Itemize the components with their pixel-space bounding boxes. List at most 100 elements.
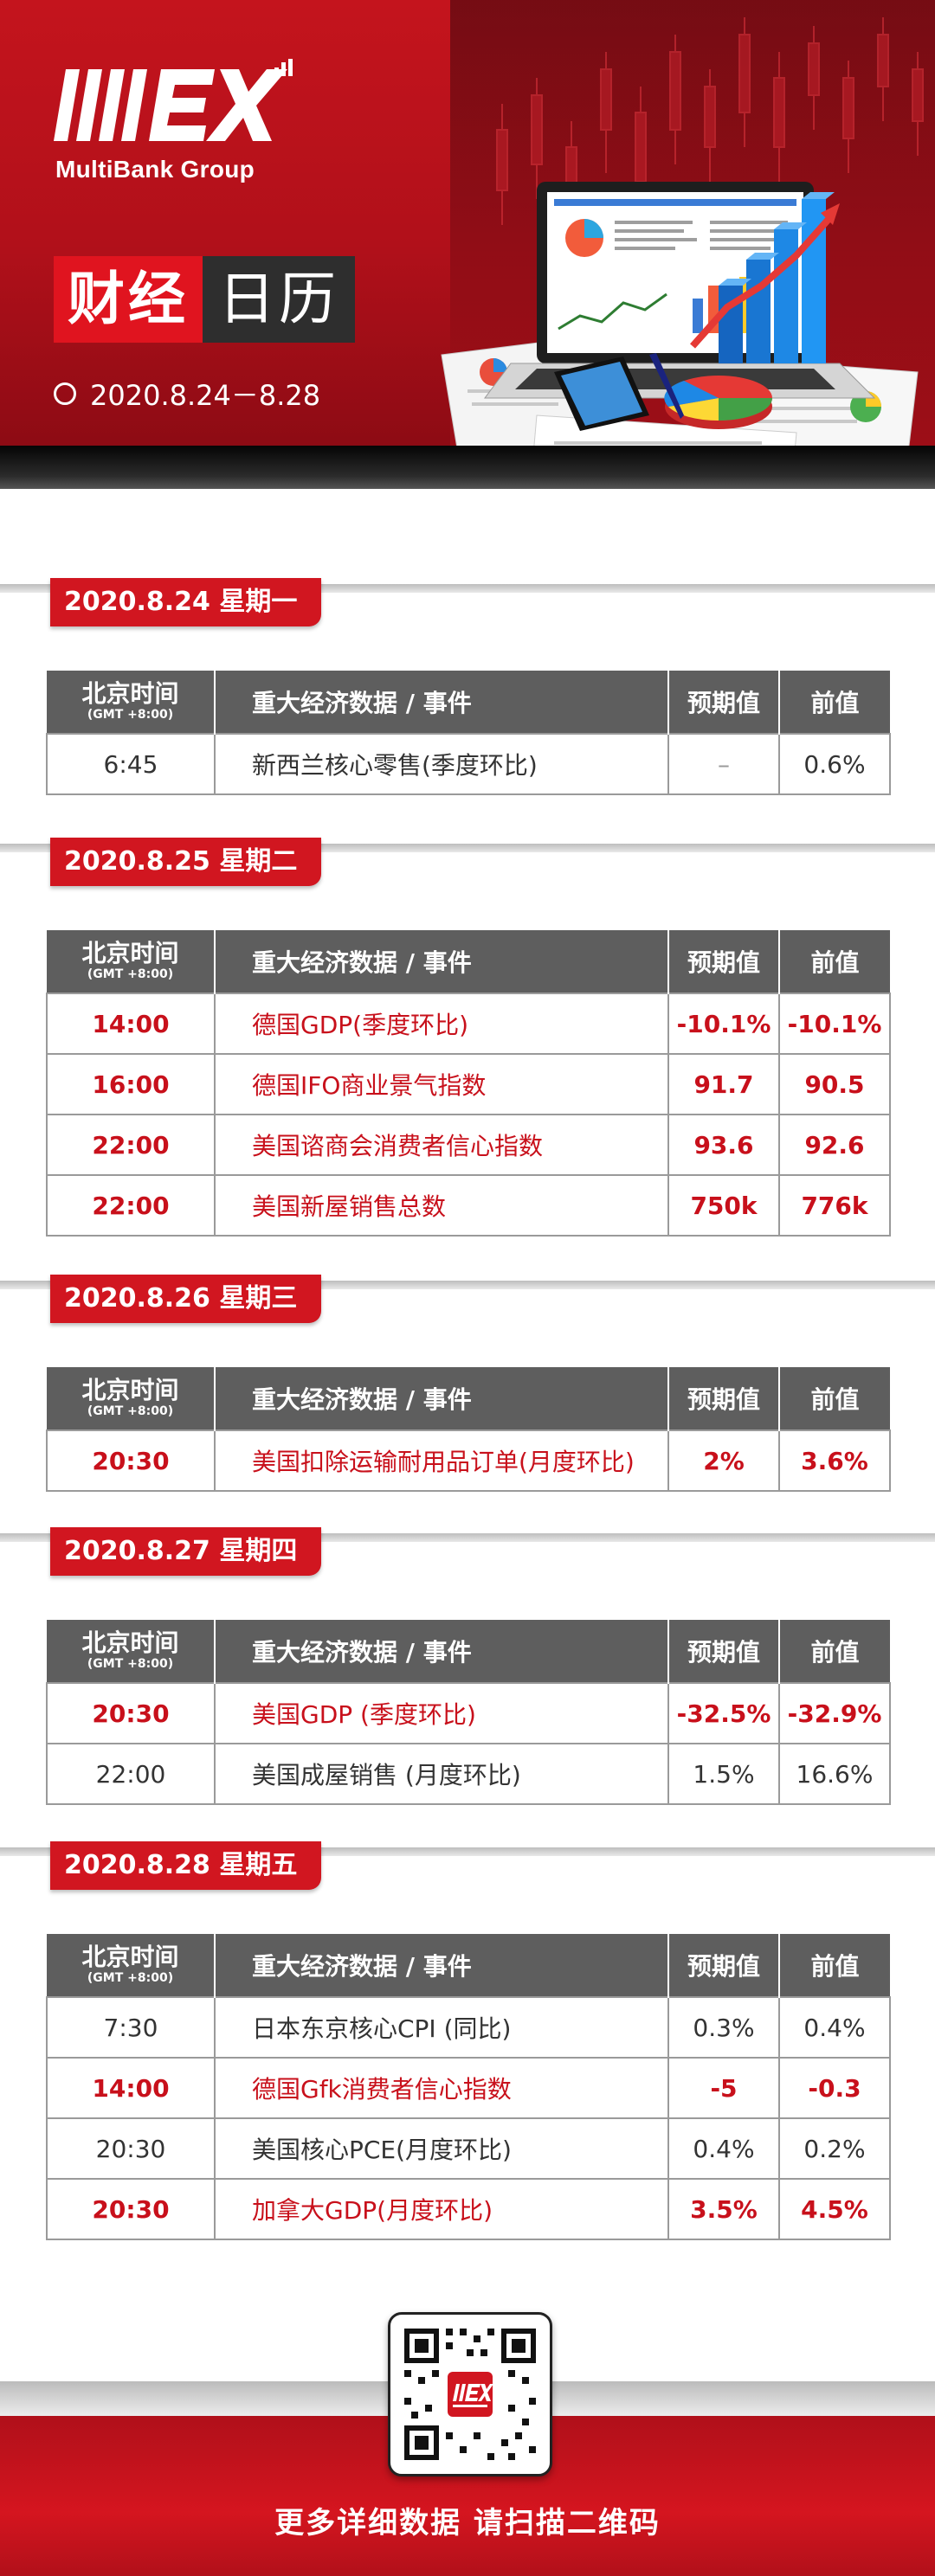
cell-forecast: 2%	[667, 1429, 780, 1492]
section-divider	[0, 844, 935, 852]
cell-event: 日本东京核心CPI (同比)	[214, 1996, 669, 2059]
cell-time: 20:30	[46, 2178, 216, 2240]
table-header-row: 北京时间 (GMT +8:00) 重大经济数据 / 事件 预期值 前值	[47, 1367, 890, 1430]
cell-event: 德国IFO商业景气指数	[214, 1053, 669, 1115]
table-row: 22:00 美国成屋销售 (月度环比) 1.5% 16.6%	[46, 1743, 891, 1805]
cell-previous: 92.6	[778, 1114, 891, 1176]
cell-event: 加拿大GDP(月度环比)	[214, 2178, 669, 2240]
section-divider	[0, 1533, 935, 1542]
cell-event: 美国成屋销售 (月度环比)	[214, 1743, 669, 1805]
cell-time: 14:00	[46, 2057, 216, 2119]
cell-event: 美国谘商会消费者信心指数	[214, 1114, 669, 1176]
cell-previous: -0.3	[778, 2057, 891, 2119]
cell-forecast: 93.6	[667, 1114, 780, 1176]
calendar-table: 北京时间 (GMT +8:00) 重大经济数据 / 事件 预期值 前值 20:30…	[46, 1620, 891, 1805]
cell-forecast: 750k	[667, 1174, 780, 1237]
table-row: 20:30 美国GDP (季度环比) -32.5% -32.9%	[46, 1682, 891, 1744]
table-row: 14:00 德国Gfk消费者信心指数 -5 -0.3	[46, 2057, 891, 2119]
cell-forecast: –	[667, 733, 780, 795]
cell-time: 20:30	[46, 2117, 216, 2180]
cell-previous: 776k	[778, 1174, 891, 1237]
calendar-table: 北京时间 (GMT +8:00) 重大经济数据 / 事件 预期值 前值 14:00…	[46, 930, 891, 1237]
cell-event: 德国Gfk消费者信心指数	[214, 2057, 669, 2119]
hero-banner: MultiBank Group 财经 日历 2020.8.24－8.28	[0, 0, 935, 446]
section-divider	[0, 1847, 935, 1856]
cell-forecast: -5	[667, 2057, 780, 2119]
header-time: 北京时间 (GMT +8:00)	[47, 930, 216, 993]
header-forecast: 预期值	[668, 1620, 780, 1683]
cell-previous: 16.6%	[778, 1743, 891, 1805]
date-badge: 2020.8.25 星期二	[50, 838, 322, 886]
header-previous: 前值	[779, 671, 890, 734]
table-row: 20:30 加拿大GDP(月度环比) 3.5% 4.5%	[46, 2178, 891, 2240]
calendar-table: 北京时间 (GMT +8:00) 重大经济数据 / 事件 预期值 前值 20:30…	[46, 1367, 891, 1492]
table-row: 22:00 美国谘商会消费者信心指数 93.6 92.6	[46, 1114, 891, 1176]
cell-previous: -10.1%	[778, 992, 891, 1055]
table-row: 16:00 德国IFO商业景气指数 91.7 90.5	[46, 1053, 891, 1115]
cell-time: 22:00	[46, 1174, 216, 1237]
header-previous: 前值	[779, 1367, 890, 1430]
section-divider	[0, 584, 935, 593]
cell-time: 20:30	[46, 1682, 216, 1744]
header-forecast: 预期值	[668, 1934, 780, 1997]
circle-icon	[54, 382, 76, 405]
cell-event: 美国核心PCE(月度环比)	[214, 2117, 669, 2180]
date-range-text: 2020.8.24－8.28	[90, 379, 321, 412]
mex-logo-icon	[54, 59, 293, 141]
page-title: 财经 日历	[54, 256, 355, 343]
logo-text: MultiBank Group	[55, 156, 255, 183]
table-row: 6:45 新西兰核心零售(季度环比) – 0.6%	[46, 733, 891, 795]
header-time: 北京时间 (GMT +8:00)	[47, 1934, 216, 1997]
table-row: 14:00 德国GDP(季度环比) -10.1% -10.1%	[46, 992, 891, 1055]
header-forecast: 预期值	[668, 671, 780, 734]
header-event: 重大经济数据 / 事件	[215, 671, 669, 734]
header-forecast: 预期值	[668, 1367, 780, 1430]
multibank-logo: MultiBank Group	[54, 59, 305, 189]
header-previous: 前值	[779, 930, 890, 993]
cell-previous: 90.5	[778, 1053, 891, 1115]
cell-time: 6:45	[46, 733, 216, 795]
header-time: 北京时间 (GMT +8:00)	[47, 1367, 216, 1430]
cell-time: 14:00	[46, 992, 216, 1055]
cell-time: 7:30	[46, 1996, 216, 2059]
table-header-row: 北京时间 (GMT +8:00) 重大经济数据 / 事件 预期值 前值	[47, 1620, 890, 1683]
cell-previous: 0.2%	[778, 2117, 891, 2180]
cell-previous: 0.6%	[778, 733, 891, 795]
title-red-part: 财经	[54, 256, 203, 343]
cell-event: 美国扣除运输耐用品订单(月度环比)	[214, 1429, 669, 1492]
table-row: 20:30 美国扣除运输耐用品订单(月度环比) 2% 3.6%	[46, 1429, 891, 1492]
header-previous: 前值	[779, 1934, 890, 1997]
cell-event: 美国GDP (季度环比)	[214, 1682, 669, 1744]
date-badge: 2020.8.26 星期三	[50, 1275, 322, 1323]
header-event: 重大经济数据 / 事件	[215, 1934, 669, 1997]
table-header-row: 北京时间 (GMT +8:00) 重大经济数据 / 事件 预期值 前值	[47, 930, 890, 993]
header-event: 重大经济数据 / 事件	[215, 1367, 669, 1430]
header-event: 重大经济数据 / 事件	[215, 930, 669, 993]
hero-divider-bar	[0, 446, 935, 489]
cell-previous: 4.5%	[778, 2178, 891, 2240]
section-divider	[0, 1281, 935, 1289]
date-badge: 2020.8.28 星期五	[50, 1841, 322, 1890]
table-header-row: 北京时间 (GMT +8:00) 重大经济数据 / 事件 预期值 前值	[47, 1934, 890, 1997]
cell-time: 22:00	[46, 1114, 216, 1176]
cell-forecast: 3.5%	[667, 2178, 780, 2240]
cell-forecast: 1.5%	[667, 1743, 780, 1805]
date-badge: 2020.8.24 星期一	[50, 578, 322, 626]
qr-code-icon	[404, 2329, 536, 2460]
cell-event: 美国新屋销售总数	[214, 1174, 669, 1237]
cell-event: 德国GDP(季度环比)	[214, 992, 669, 1055]
cell-previous: 3.6%	[778, 1429, 891, 1492]
cell-time: 20:30	[46, 1429, 216, 1492]
table-row: 20:30 美国核心PCE(月度环比) 0.4% 0.2%	[46, 2117, 891, 2180]
cell-time: 22:00	[46, 1743, 216, 1805]
cell-previous: -32.9%	[778, 1682, 891, 1744]
title-dark-part: 日历	[203, 256, 355, 343]
qr-code[interactable]	[388, 2312, 552, 2476]
laptop-chart-illustration	[441, 182, 919, 446]
cell-time: 16:00	[46, 1053, 216, 1115]
table-row: 22:00 美国新屋销售总数 750k 776k	[46, 1174, 891, 1237]
header-forecast: 预期值	[668, 930, 780, 993]
cell-forecast: -32.5%	[667, 1682, 780, 1744]
cell-forecast: -10.1%	[667, 992, 780, 1055]
header-time: 北京时间 (GMT +8:00)	[47, 1620, 216, 1683]
